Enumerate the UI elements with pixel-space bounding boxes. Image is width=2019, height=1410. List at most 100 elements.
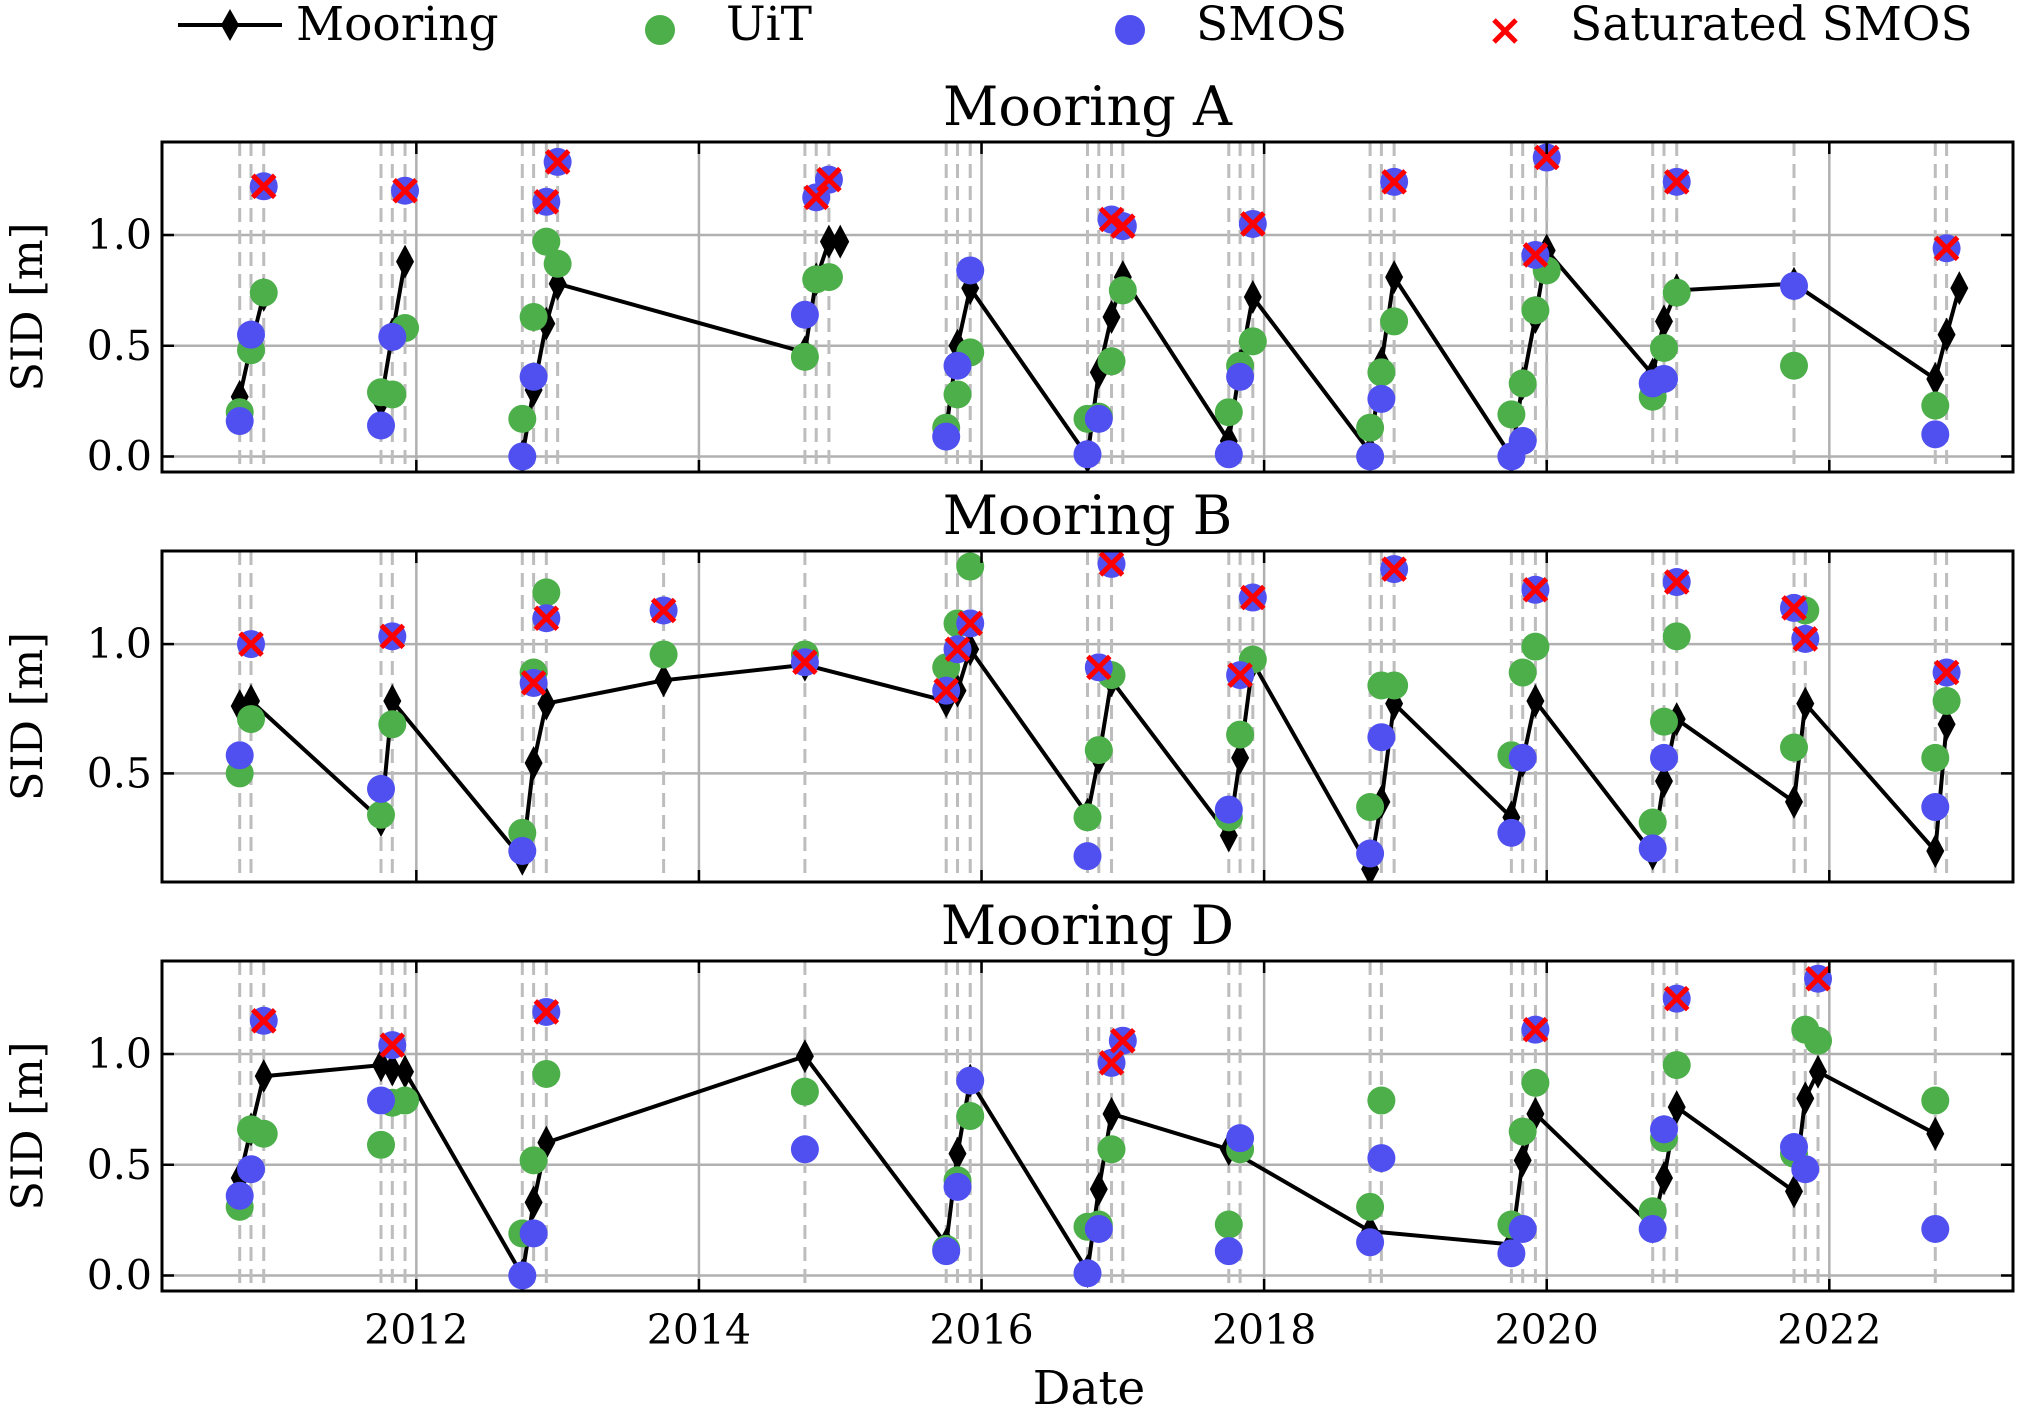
- uit-point: [237, 705, 266, 734]
- smos-point: [1638, 1214, 1667, 1243]
- mooring-point: [1937, 317, 1956, 352]
- saturated-smos-point: [1098, 1050, 1125, 1076]
- uit-point: [1226, 720, 1255, 749]
- uit-point: [532, 1059, 561, 1088]
- saturated-smos-point: [944, 636, 971, 663]
- uit-point: [1662, 278, 1691, 307]
- uit-point: [1779, 351, 1808, 380]
- mooring-series-line: [520, 239, 841, 457]
- saturated-smos-point: [1110, 213, 1136, 239]
- legend-label-uit: UiT: [726, 0, 812, 52]
- uit-point: [1356, 1192, 1385, 1221]
- mooring-point: [537, 686, 556, 721]
- smos-point: [943, 351, 972, 380]
- smos-point: [1214, 795, 1243, 824]
- mooring-point: [948, 1136, 967, 1171]
- smos-point: [1649, 364, 1678, 393]
- legend: Mooring UiT SMOS Saturated SMOS: [178, 0, 1973, 52]
- saturated-smos-point: [1933, 659, 1960, 686]
- uit-point: [956, 1102, 985, 1131]
- saturated-smos-point: [379, 623, 406, 650]
- uit-point: [532, 578, 561, 607]
- uit-point: [1380, 307, 1409, 336]
- x-tick-label: 2012: [364, 1306, 468, 1354]
- uit-point: [1804, 1026, 1833, 1055]
- smos-point: [1073, 1259, 1102, 1288]
- saturated-smos-point: [520, 670, 547, 696]
- smos-point: [519, 362, 548, 391]
- uit-point: [378, 380, 407, 409]
- mooring-point: [1809, 1054, 1828, 1089]
- uit-point: [790, 342, 819, 371]
- legend-entry-smos: SMOS: [1115, 0, 1347, 52]
- mooring-point: [396, 244, 415, 279]
- smos-point: [1356, 1228, 1385, 1257]
- saturated-smos-point: [1240, 211, 1266, 237]
- saturated-smos-point: [957, 610, 983, 637]
- smos-point: [932, 1237, 961, 1266]
- uit-point: [1356, 793, 1385, 822]
- uit-point: [391, 1086, 420, 1115]
- smos-point: [225, 407, 254, 436]
- saturated-smos-point: [1098, 551, 1125, 577]
- smos-point: [1921, 793, 1950, 822]
- mooring-point: [1796, 1081, 1815, 1116]
- smos-point: [1084, 404, 1113, 433]
- uit-point: [1356, 413, 1385, 442]
- uit-point: [1214, 398, 1243, 427]
- mooring-point: [1513, 1143, 1532, 1178]
- smos-point: [1084, 1214, 1113, 1243]
- smos-point: [508, 836, 537, 865]
- panel-title: Mooring B: [943, 484, 1233, 547]
- uit-point: [1932, 686, 1961, 715]
- saturated-smos-point: [1227, 662, 1253, 688]
- mooring-point: [1243, 280, 1262, 315]
- mooring-point: [819, 224, 838, 259]
- x-tick-label: 2014: [647, 1306, 751, 1354]
- mooring-point: [654, 663, 673, 698]
- smos-point: [378, 322, 407, 351]
- mooring-point: [383, 1052, 402, 1087]
- legend-label-smos: SMOS: [1196, 0, 1347, 52]
- y-tick-label: 0.0: [87, 1251, 152, 1299]
- uit-point: [956, 552, 985, 581]
- uit-point: [1521, 296, 1550, 325]
- mooring-point: [1784, 1174, 1803, 1209]
- saturated-smos-point: [803, 184, 829, 211]
- smos-point: [1779, 1133, 1808, 1162]
- smos-point: [225, 1181, 254, 1210]
- smos-point: [367, 774, 396, 803]
- uit-point: [1497, 400, 1526, 429]
- saturated-smos-point: [1240, 584, 1266, 611]
- x-tick-label: 2016: [929, 1306, 1033, 1354]
- mooring-point: [1926, 361, 1945, 396]
- y-tick-label: 1.0: [87, 620, 152, 668]
- smos-point: [1508, 426, 1537, 455]
- saturated-smos-point: [1781, 595, 1807, 621]
- uit-point: [1921, 391, 1950, 420]
- uit-point: [1779, 733, 1808, 762]
- saturated-smos-point: [544, 149, 571, 175]
- mooring-point: [1654, 304, 1673, 339]
- saturated-smos-point: [533, 999, 560, 1025]
- saturated-smos-point: [1522, 242, 1549, 268]
- axes-frame: [160, 959, 2015, 1293]
- smos-point: [1791, 1155, 1820, 1184]
- smos-point: [367, 411, 396, 440]
- legend-label-saturated-smos: Saturated SMOS: [1570, 0, 1973, 52]
- mooring-point: [1784, 784, 1803, 819]
- smos-point: [1921, 1214, 1950, 1243]
- uit-point: [1921, 743, 1950, 772]
- mooring-point: [524, 1185, 543, 1220]
- smos-point: [1638, 834, 1667, 863]
- mooring-point: [1089, 1172, 1108, 1207]
- x-axis-label: Date: [1033, 1361, 1145, 1410]
- uit-point: [814, 263, 843, 292]
- mooring-point: [1937, 707, 1956, 742]
- uit-point: [1367, 358, 1396, 387]
- smos-point: [1073, 842, 1102, 871]
- panel-title: Mooring D: [941, 894, 1234, 957]
- y-tick-label: 0.5: [87, 1141, 152, 1189]
- smos-point: [237, 320, 266, 349]
